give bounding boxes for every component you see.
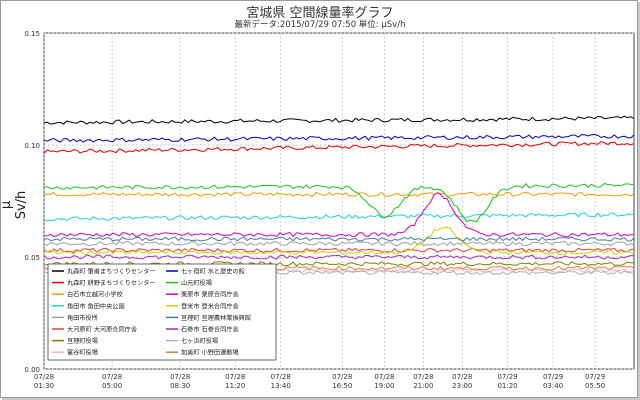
- x-tick-time: 05:00: [102, 382, 122, 390]
- x-tick-time: 21:00: [413, 382, 433, 390]
- x-tick-time: 13:40: [271, 382, 291, 390]
- legend-label: 登米市 登米合同庁舎: [181, 302, 239, 310]
- x-tick-date: 07/28: [332, 373, 352, 381]
- y-tick-label: 0.00: [24, 366, 40, 374]
- series-line: [43, 254, 634, 260]
- x-tick-time: 03:40: [543, 382, 563, 390]
- legend-label: 石巻市 石巻合同庁舎: [181, 326, 239, 334]
- x-tick-date: 07/28: [452, 373, 472, 381]
- x-tick-date: 07/28: [34, 373, 54, 381]
- y-tick-label: 0.15: [24, 30, 40, 38]
- x-tick-time: 01:20: [497, 382, 517, 390]
- series-line: [43, 226, 635, 256]
- legend-label: 丸森町 耕野まちづくりセンター: [67, 279, 156, 287]
- legend-label: 大河原町 大河原合同庁舎: [67, 326, 137, 334]
- legend-label: 白石市立越河小学校: [67, 291, 123, 299]
- x-tick-date: 07/28: [413, 373, 433, 381]
- legend-label: 丸森町 筆甫まちづくりセンター: [67, 268, 156, 276]
- y-tick-label: 0.10: [24, 142, 40, 150]
- legend-label: 七ヶ宿町 水と歴史の館: [181, 268, 245, 276]
- x-tick-time: 19:00: [374, 382, 394, 390]
- legend-label: 富谷町役場: [67, 349, 98, 357]
- series-line: [43, 182, 635, 223]
- legend-label: 亘理町役場: [67, 337, 98, 345]
- legend-label: 角田市 角田中央公園: [67, 302, 125, 310]
- x-tick-date: 07/28: [271, 373, 291, 381]
- legend-label: 角田市役所: [67, 314, 98, 322]
- legend-label: 加美町 小野田運動場: [181, 349, 239, 357]
- x-tick-time: 11:20: [225, 382, 245, 390]
- series-line: [43, 236, 635, 242]
- series-line: [43, 191, 635, 197]
- series-line: [43, 212, 635, 222]
- y-tick-label: 0.05: [24, 254, 40, 262]
- legend-label: 亘理町 亘理農林業振興館: [181, 314, 251, 322]
- x-tick-time: 01:30: [34, 382, 54, 390]
- x-tick-date: 07/29: [497, 373, 517, 381]
- legend-label: 山元町役場: [181, 279, 212, 287]
- series-line: [43, 192, 635, 238]
- legend-label: 七ヶ浜町役場: [181, 337, 218, 345]
- x-tick-date: 07/28: [374, 373, 394, 381]
- series-line: [43, 115, 635, 125]
- x-tick-date: 07/29: [543, 373, 563, 381]
- series-line: [43, 133, 635, 143]
- x-tick-date: 07/28: [170, 373, 190, 381]
- x-tick-date: 07/28: [225, 373, 245, 381]
- x-tick-time: 23:00: [452, 382, 472, 390]
- x-tick-date: 07/28: [102, 373, 122, 381]
- x-tick-time: 05:50: [585, 382, 605, 390]
- x-tick-time: 08:30: [170, 382, 190, 390]
- legend-label: 栗原市 栗原合同庁舎: [181, 291, 239, 299]
- legend-box: [47, 263, 277, 361]
- chart-subtitle: 最新データ:2015/07/29 07:50 単位: μSv/h: [234, 20, 406, 30]
- chart-title: 宮城県 空間線量率グラフ: [246, 6, 394, 21]
- series-line: [43, 240, 635, 247]
- series-line: [43, 140, 635, 154]
- x-tick-date: 07/29: [585, 373, 605, 381]
- x-tick-time: 16:50: [332, 382, 352, 390]
